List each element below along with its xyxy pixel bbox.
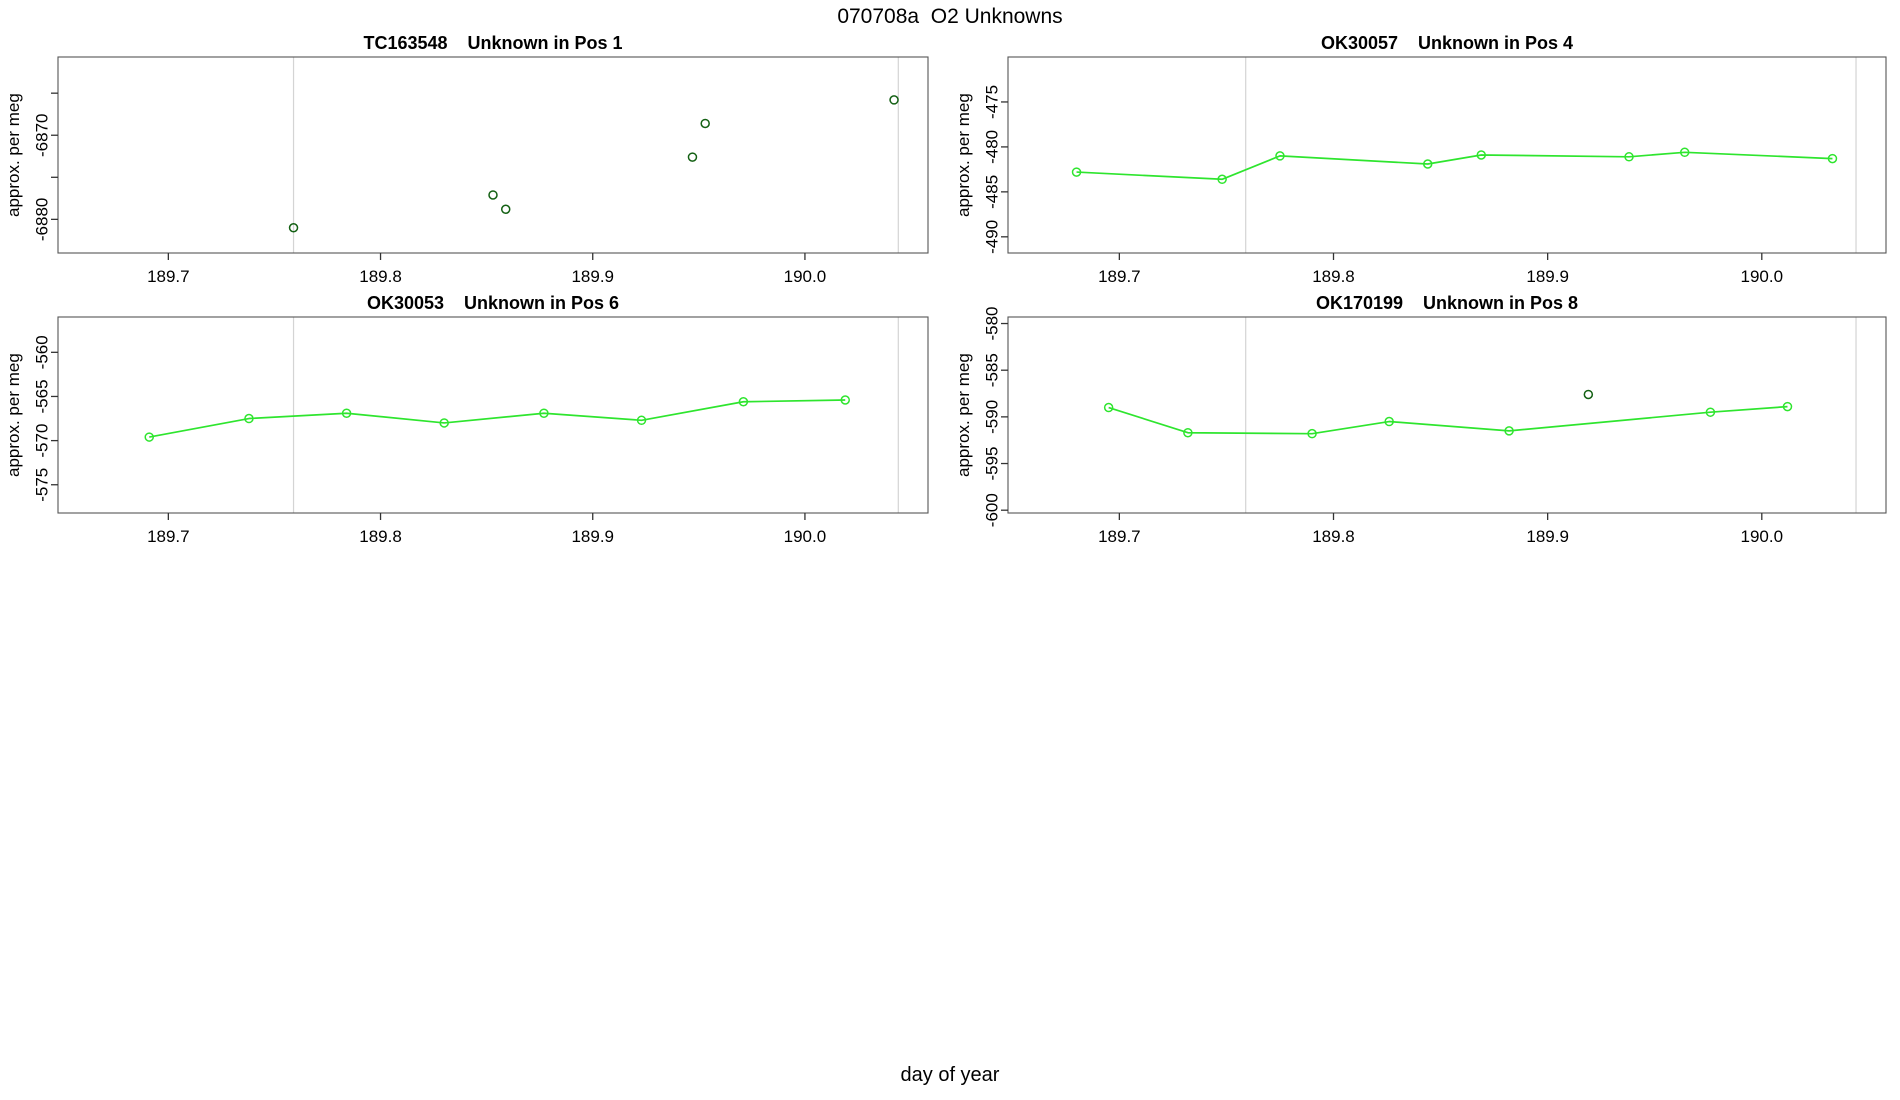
data-point — [439, 418, 449, 428]
data-point — [1217, 174, 1227, 185]
y-tick-label: -6880 — [33, 198, 52, 241]
data-point — [1679, 147, 1690, 158]
data-point — [889, 95, 899, 105]
data-point — [840, 395, 850, 405]
x-tick-label: 189.8 — [1312, 527, 1355, 546]
x-tick-label: 189.7 — [147, 267, 190, 286]
data-point — [1782, 401, 1793, 412]
x-tick-label: 189.9 — [571, 267, 614, 286]
y-tick-label: -580 — [983, 307, 1002, 341]
x-tick-label: 190.0 — [1741, 267, 1784, 286]
y-tick-label: -6870 — [33, 113, 52, 156]
plot-title-pos1: TC163548 Unknown in Pos 1 — [363, 33, 623, 53]
y-tick-label: -585 — [983, 353, 1002, 387]
x-tick-label: 190.0 — [784, 267, 827, 286]
plot-box — [57, 56, 929, 254]
x-tick-label: 189.8 — [1312, 267, 1355, 286]
data-point — [1705, 407, 1716, 417]
x-tick-label: 190.0 — [1741, 527, 1784, 546]
y-tick-label: -565 — [33, 379, 52, 413]
data-point — [700, 118, 710, 129]
plot-box — [1007, 56, 1887, 254]
data-point — [341, 408, 352, 418]
data-point — [636, 415, 647, 426]
data-point — [1384, 416, 1394, 427]
data-point — [288, 223, 299, 233]
x-axis-label: day of year — [900, 1064, 1000, 1086]
y-tick-label: -480 — [983, 130, 1002, 164]
x-tick-label: 189.9 — [1526, 267, 1569, 286]
y-tick-label: -560 — [33, 335, 52, 369]
plot-title-pos4: OK30057 Unknown in Pos 4 — [1320, 33, 1574, 53]
y-tick-label: -575 — [33, 468, 52, 502]
x-tick-label: 189.7 — [147, 527, 190, 546]
data-point — [500, 204, 511, 215]
y-tick-label: -570 — [33, 424, 52, 458]
y-tick-label: -475 — [983, 85, 1002, 119]
y-tick-label: -590 — [983, 400, 1002, 434]
y-axis-label-pos6: approx. per meg — [4, 353, 23, 477]
data-point — [1583, 389, 1594, 400]
data-point — [1275, 151, 1285, 161]
y-tick-label: -485 — [983, 175, 1002, 209]
y-tick-label: -490 — [983, 220, 1002, 254]
y-axis-label-pos4: approx. per meg — [954, 93, 973, 217]
x-tick-label: 189.7 — [1098, 267, 1141, 286]
data-point — [738, 397, 749, 407]
plot-title-pos8: OK170199 Unknown in Pos 8 — [1315, 293, 1579, 313]
x-tick-label: 189.9 — [1526, 527, 1569, 546]
data-point — [244, 413, 254, 424]
y-axis-label-pos8: approx. per meg — [954, 353, 973, 477]
series-line — [1076, 151, 1833, 181]
data-point — [1624, 152, 1634, 162]
data-point — [1103, 402, 1114, 413]
data-point — [488, 190, 498, 200]
figure-title: 070708a O2 Unknowns — [837, 5, 1063, 28]
series-line — [149, 399, 846, 438]
plot-box — [1007, 316, 1887, 514]
data-point — [687, 152, 698, 162]
x-tick-label: 189.9 — [571, 527, 614, 546]
x-tick-label: 190.0 — [784, 527, 827, 546]
data-point — [539, 408, 549, 418]
x-tick-label: 189.8 — [359, 267, 402, 286]
y-axis-label-pos1: approx. per meg — [4, 93, 23, 217]
data-point — [1183, 427, 1193, 438]
x-tick-label: 189.7 — [1098, 527, 1141, 546]
data-point — [1422, 159, 1433, 169]
data-point — [1071, 167, 1082, 177]
plot-box — [57, 316, 929, 514]
data-point — [1504, 426, 1514, 436]
y-tick-label: -595 — [983, 447, 1002, 481]
x-tick-label: 189.8 — [359, 527, 402, 546]
data-point — [1476, 150, 1487, 160]
y-tick-label: -600 — [983, 493, 1002, 527]
data-point — [144, 432, 154, 442]
data-point — [1307, 428, 1317, 439]
plot-title-pos6: OK30053 Unknown in Pos 6 — [366, 293, 620, 313]
series-line — [1108, 405, 1788, 435]
data-point — [1827, 153, 1838, 164]
